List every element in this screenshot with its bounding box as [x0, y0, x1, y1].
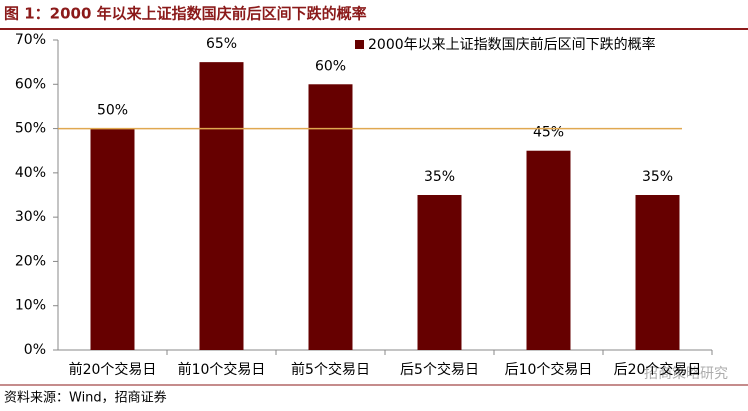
source: 资料来源：Wind，招商证券 — [4, 390, 167, 406]
value-label: 35% — [642, 169, 673, 185]
bar — [526, 150, 571, 350]
bar — [90, 128, 135, 350]
x-tick-label: 前5个交易日 — [291, 361, 370, 378]
value-label: 35% — [424, 169, 455, 185]
y-tick-label: 40% — [15, 165, 46, 181]
bar — [199, 62, 244, 351]
x-tick-label: 后20个交易日 — [614, 361, 702, 378]
x-tick-label: 后5个交易日 — [400, 361, 479, 378]
y-tick-label: 30% — [15, 209, 46, 225]
y-tick-label: 60% — [15, 76, 46, 92]
y-tick-label: 0% — [24, 342, 46, 358]
value-label: 65% — [206, 36, 237, 52]
x-tick-label: 后10个交易日 — [505, 361, 593, 378]
value-label: 45% — [533, 125, 564, 141]
value-label: 50% — [97, 103, 128, 119]
y-tick-label: 20% — [15, 253, 46, 269]
x-tick-label: 前10个交易日 — [178, 361, 266, 378]
legend-swatch — [355, 40, 364, 49]
value-label: 60% — [315, 58, 346, 74]
y-tick-label: 10% — [15, 298, 46, 314]
legend-label: 2000年以来上证指数国庆前后区间下跌的概率 — [368, 36, 656, 53]
bar — [308, 84, 353, 351]
chart-title: 图 1：2000 年以来上证指数国庆前后区间下跌的概率 — [4, 5, 367, 23]
y-tick-label: 50% — [15, 121, 46, 137]
bar — [417, 195, 462, 350]
x-tick-label: 前20个交易日 — [69, 361, 157, 378]
bar — [635, 195, 680, 350]
watermark: 招商策略研究 — [644, 365, 728, 382]
y-tick-label: 70% — [15, 32, 46, 48]
